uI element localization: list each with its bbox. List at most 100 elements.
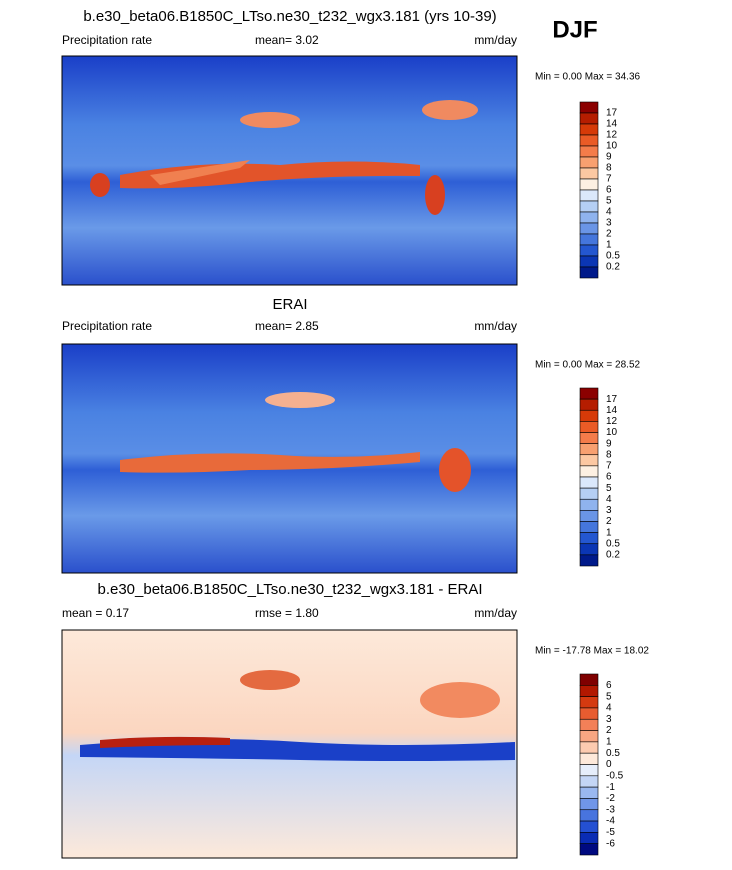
colorbar-box <box>579 266 599 279</box>
colorbar-label: 0.2 <box>606 550 620 561</box>
colorbar-label: 1 <box>606 240 612 251</box>
colorbar-label: 2 <box>606 516 612 527</box>
colorbar-label: -0.5 <box>606 770 624 781</box>
left-label: Precipitation rate <box>62 33 152 47</box>
colorbar-label: 12 <box>606 130 618 141</box>
min-max: Min = 0.00 Max = 28.52 <box>535 360 641 371</box>
colorbar-label: 0.5 <box>606 538 620 549</box>
colorbar-label: 0.5 <box>606 251 620 262</box>
colorbar-label: 9 <box>606 438 612 449</box>
units-label: mm/day <box>474 319 517 333</box>
colorbar-label: 2 <box>606 725 612 736</box>
panel-title: ERAI <box>272 296 307 313</box>
colorbar-label: 5 <box>606 691 612 702</box>
panel-title: b.e30_beta06.B1850C_LTso.ne30_t232_wgx3.… <box>97 581 482 598</box>
colorbar-label: 7 <box>606 174 612 185</box>
colorbar-label: 17 <box>606 394 618 405</box>
colorbar-box <box>579 101 599 114</box>
colorbar-box <box>579 123 599 136</box>
colorbar-box <box>579 200 599 213</box>
colorbar-box <box>579 820 599 833</box>
center-label: mean= 3.02 <box>255 33 319 47</box>
colorbar-box <box>579 476 599 489</box>
bias-patch <box>420 682 500 718</box>
colorbar-box <box>579 696 599 709</box>
colorbar-box <box>579 707 599 720</box>
colorbar-label: 0.2 <box>606 262 620 273</box>
colorbar-box <box>579 786 599 799</box>
colorbar-box <box>579 156 599 169</box>
colorbar-box <box>579 685 599 697</box>
colorbar-label: 10 <box>606 427 618 438</box>
colorbar-box <box>579 741 599 754</box>
colorbar-label: 14 <box>606 405 618 416</box>
colorbar-box <box>579 510 599 522</box>
colorbar-box <box>579 211 599 224</box>
bias-patch <box>240 670 300 690</box>
land-rain <box>425 175 445 215</box>
storm-track <box>265 392 335 408</box>
colorbar-box <box>579 255 599 268</box>
colorbar-label: 1 <box>606 737 612 748</box>
colorbar-box <box>579 244 599 257</box>
colorbar-label: 7 <box>606 461 612 472</box>
season-label: DJF <box>552 16 597 43</box>
colorbar-box <box>579 432 599 444</box>
colorbar-label: 4 <box>606 703 612 714</box>
colorbar-box <box>579 775 599 788</box>
center-label: rmse = 1.80 <box>255 606 319 620</box>
colorbar-label: 9 <box>606 152 612 163</box>
colorbar-label: 8 <box>606 163 612 174</box>
colorbar-box <box>579 798 599 811</box>
colorbar-box <box>579 554 599 567</box>
colorbar-label: -5 <box>606 827 615 838</box>
colorbar-label: -2 <box>606 793 615 804</box>
map <box>61 343 518 574</box>
colorbar-label: -4 <box>606 816 615 827</box>
rain-band <box>150 160 250 185</box>
colorbar-label: -1 <box>606 782 615 793</box>
colorbar-box <box>579 112 599 125</box>
colorbar-box <box>579 222 599 235</box>
colorbar-box <box>579 532 599 545</box>
colorbar-box <box>579 521 599 533</box>
colorbar-box <box>579 443 599 456</box>
colorbar-label: 3 <box>606 714 612 725</box>
colorbar-label: 3 <box>606 505 612 516</box>
colorbar-box <box>579 730 599 743</box>
colorbar-box <box>579 145 599 158</box>
colorbar-box <box>579 189 599 202</box>
colorbar-box <box>579 409 599 422</box>
colorbar-box <box>579 167 599 180</box>
colorbar-label: 14 <box>606 119 618 130</box>
colorbar-label: 4 <box>606 207 612 218</box>
colorbar-box <box>579 387 599 400</box>
colorbar-box <box>579 809 599 822</box>
units-label: mm/day <box>474 33 517 47</box>
min-max: Min = -17.78 Max = 18.02 <box>535 646 649 657</box>
rain-band <box>120 161 420 189</box>
colorbar-box <box>579 134 599 147</box>
colorbar-label: 1 <box>606 527 612 538</box>
colorbar-label: 5 <box>606 196 612 207</box>
colorbar-label: 17 <box>606 108 618 119</box>
map <box>61 629 518 859</box>
colorbar-label: 5 <box>606 483 612 494</box>
map <box>61 55 518 286</box>
colorbar-box <box>579 398 599 411</box>
colorbar-box <box>579 421 599 433</box>
colorbar-box <box>579 718 599 731</box>
colorbar-label: -3 <box>606 804 615 815</box>
colorbar-box <box>579 764 599 777</box>
colorbar-box <box>579 487 599 500</box>
land-rain <box>90 173 110 197</box>
left-label: mean = 0.17 <box>62 606 129 620</box>
colorbar-label: 0.5 <box>606 748 620 759</box>
colorbar-label: 2 <box>606 229 612 240</box>
colorbar-box <box>579 832 599 844</box>
colorbar-box <box>579 752 599 765</box>
colorbar-box <box>579 454 599 467</box>
left-label: Precipitation rate <box>62 319 152 333</box>
storm-track <box>422 100 478 120</box>
